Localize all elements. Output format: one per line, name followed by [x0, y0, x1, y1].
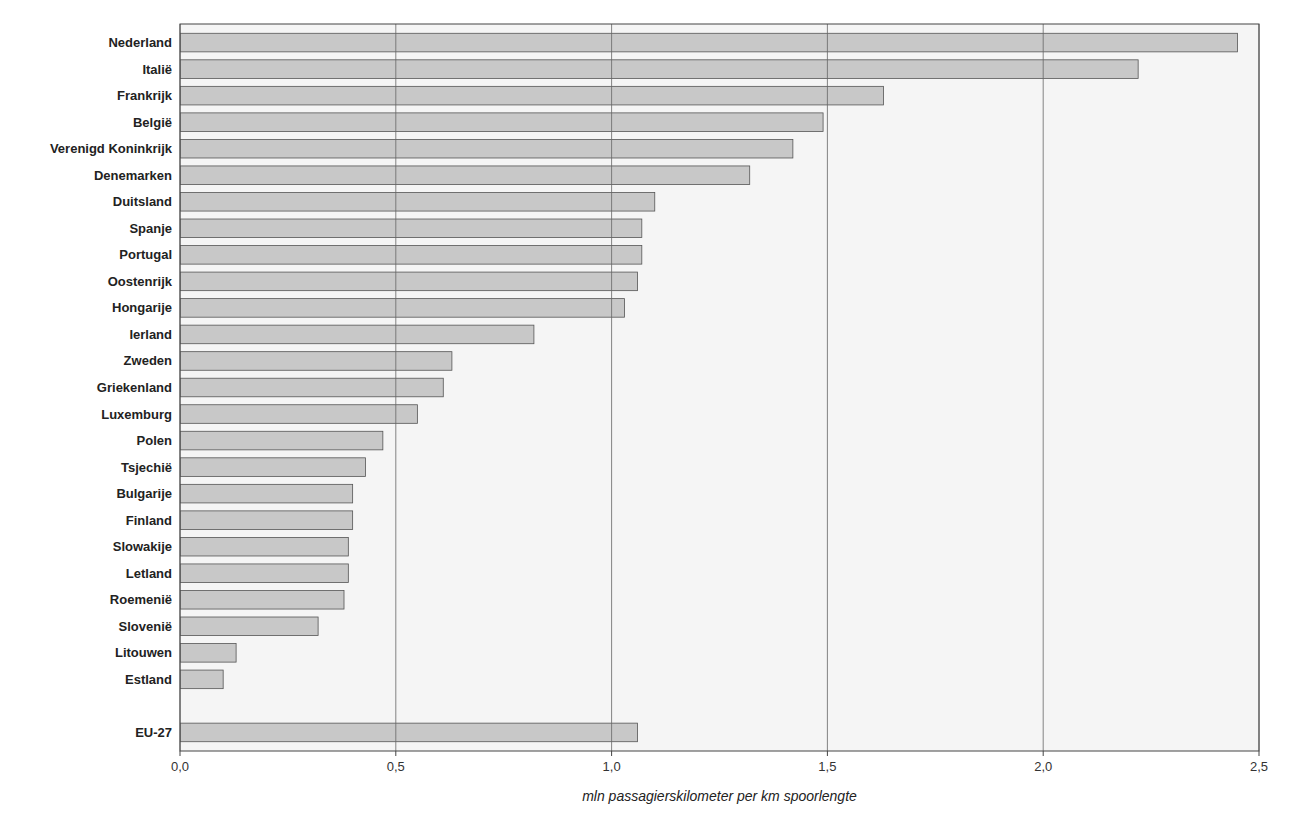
category-label: Griekenland: [97, 380, 172, 395]
x-axis: 0,0 0,5 1,0 1,5 2,0 2,5: [171, 751, 1268, 774]
category-label: Polen: [137, 433, 172, 448]
bar: [180, 537, 348, 556]
bar: [180, 431, 383, 450]
bar: [180, 352, 452, 371]
bar: [180, 299, 625, 318]
category-label: Slowakije: [113, 539, 172, 554]
bars: [180, 33, 1237, 741]
bar: [180, 86, 884, 105]
grid-line: [1043, 24, 1044, 751]
x-tick: [1043, 751, 1044, 756]
bar: [180, 272, 637, 291]
x-axis-label: mln passagierskilometer per km spoorleng…: [582, 788, 857, 804]
category-label: Nederland: [108, 35, 172, 50]
x-tick-label: 0,5: [387, 759, 405, 774]
bar: [180, 644, 236, 663]
category-label: Slovenië: [119, 619, 172, 634]
x-tick-label: 2,5: [1250, 759, 1268, 774]
bar: [180, 219, 642, 238]
category-label: Hongarije: [112, 300, 172, 315]
bar: [180, 192, 655, 211]
category-label: Oostenrijk: [108, 274, 173, 289]
plot-background: [180, 24, 1259, 751]
bar: [180, 246, 642, 265]
y-axis: Nederland Italië Frankrijk België Verenigd K…: [50, 35, 173, 740]
grid-line: [611, 24, 612, 751]
category-label: EU-27: [135, 725, 172, 740]
plot-frame: [180, 24, 1259, 751]
chart-svg: 0,0 0,5 1,0 1,5 2,0 2,5 mln passagierskilomete…: [0, 0, 1299, 831]
x-tick: [611, 751, 612, 756]
category-label: Litouwen: [115, 645, 172, 660]
bar: [180, 564, 348, 583]
x-tick-label: 2,0: [1034, 759, 1052, 774]
category-label: Frankrijk: [117, 88, 173, 103]
bar: [180, 113, 823, 132]
bar: [180, 325, 534, 344]
category-label: Letland: [126, 566, 172, 581]
grid: [180, 24, 1259, 751]
category-label: Spanje: [129, 221, 172, 236]
x-tick: [395, 751, 396, 756]
bar: [180, 60, 1138, 79]
bar: [180, 139, 793, 158]
x-tick: [180, 751, 181, 756]
bar: [180, 723, 637, 742]
category-label: Portugal: [119, 247, 172, 262]
category-label: Zweden: [124, 353, 172, 368]
category-label: Verenigd Koninkrijk: [50, 141, 173, 156]
category-label: Luxemburg: [101, 407, 172, 422]
x-tick: [1259, 751, 1260, 756]
bar: [180, 670, 223, 689]
category-label: Estland: [125, 672, 172, 687]
category-label: Roemenië: [110, 592, 172, 607]
bar: [180, 378, 443, 397]
category-label: Duitsland: [113, 194, 172, 209]
bar: [180, 590, 344, 609]
bar: [180, 405, 417, 424]
category-label: Italië: [142, 62, 172, 77]
grid-line: [395, 24, 396, 751]
x-tick-label: 1,5: [818, 759, 836, 774]
bar: [180, 617, 318, 636]
bar: [180, 458, 366, 477]
category-label: Tsjechië: [121, 460, 172, 475]
x-tick-label: 1,0: [603, 759, 621, 774]
x-tick: [827, 751, 828, 756]
grid-line: [827, 24, 828, 751]
bar: [180, 33, 1237, 52]
category-label: Bulgarije: [116, 486, 172, 501]
bar: [180, 484, 353, 503]
category-label: Ierland: [129, 327, 172, 342]
chart-container: 0,0 0,5 1,0 1,5 2,0 2,5 mln passagierskilomete…: [0, 0, 1299, 831]
bar: [180, 166, 750, 185]
category-label: Finland: [126, 513, 172, 528]
x-tick-label: 0,0: [171, 759, 189, 774]
category-label: België: [133, 115, 172, 130]
category-label: Denemarken: [94, 168, 172, 183]
bar: [180, 511, 353, 530]
